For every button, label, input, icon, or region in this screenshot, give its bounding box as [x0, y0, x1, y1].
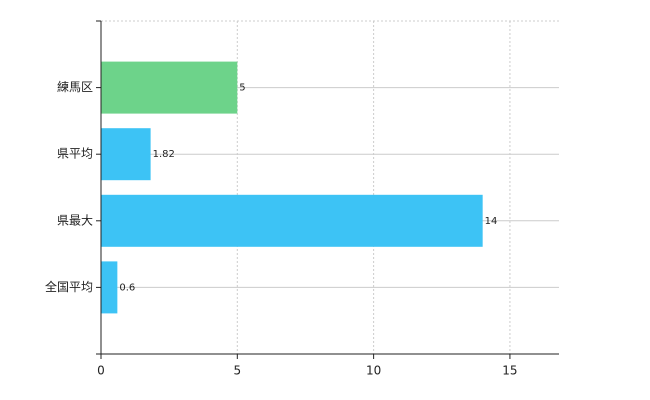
- bar: [101, 128, 151, 181]
- bar: [101, 61, 238, 114]
- bar: [101, 194, 483, 247]
- y-tick-label: 県最大: [57, 213, 93, 227]
- value-label: 1.82: [153, 149, 175, 160]
- value-label: 0.6: [119, 282, 135, 293]
- value-label: 5: [239, 83, 245, 94]
- x-tick-label: 15: [502, 364, 517, 378]
- bar: [101, 261, 118, 314]
- x-tick-label: 5: [233, 364, 241, 378]
- y-tick-label: 県平均: [57, 147, 93, 161]
- y-tick-label: 練馬区: [57, 80, 93, 94]
- value-label: 14: [485, 216, 498, 227]
- x-tick-label: 10: [366, 364, 381, 378]
- x-tick-label: 0: [97, 364, 105, 378]
- y-tick-label: 全国平均: [45, 279, 93, 294]
